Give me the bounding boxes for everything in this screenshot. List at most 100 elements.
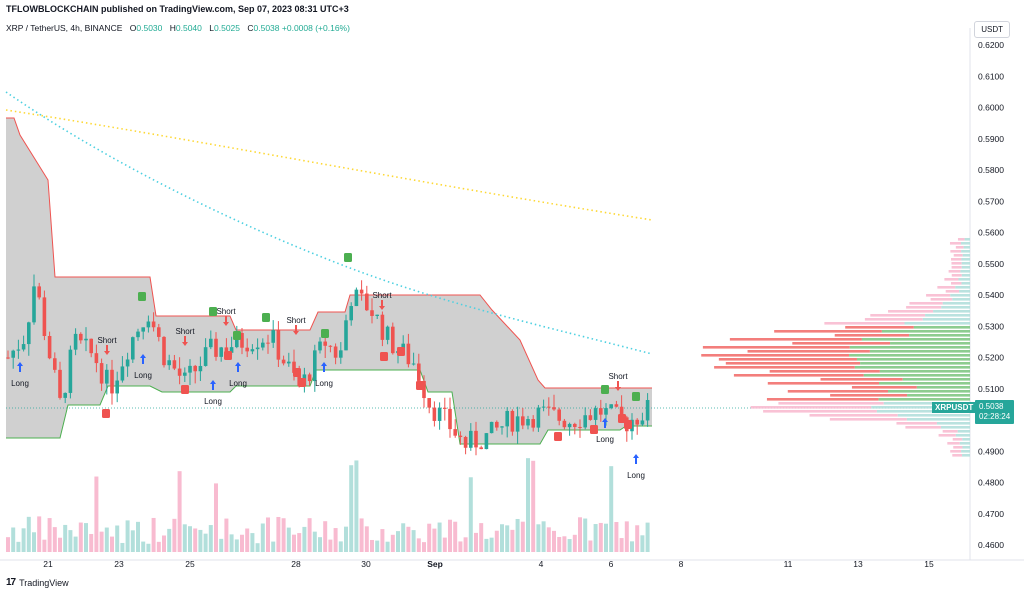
last-price-tag: 0.5038 02:28:24 (975, 400, 1015, 424)
volume-bar (468, 477, 473, 552)
y-tick-label: 0.4900 (978, 446, 1004, 456)
volume-bar (323, 521, 328, 552)
volume-bar (328, 539, 333, 552)
volume-profile-up-bar (897, 414, 970, 417)
volume-bar (442, 537, 447, 552)
volume-bar (89, 533, 94, 552)
volume-bar (338, 541, 343, 552)
volume-bar (593, 524, 598, 552)
volume-profile-up-bar (961, 250, 970, 253)
currency-button[interactable]: USDT (974, 21, 1010, 38)
close-label: C (247, 23, 254, 33)
volume-profile-down-bar (718, 358, 857, 361)
volume-profile-up-bar (878, 398, 970, 401)
close-value: 0.5038 (253, 23, 280, 33)
candle-body (261, 342, 265, 348)
symbol-legend: XRP / TetherUS, 4h, BINANCE O0.5030 H0.5… (6, 23, 350, 33)
tradingview-logo-icon: 17 (6, 577, 16, 588)
candle-body (422, 380, 426, 399)
candle-body (432, 407, 437, 421)
candle-body (21, 344, 26, 350)
candle-body (172, 360, 177, 369)
candle-body (68, 349, 73, 393)
volume-bar (120, 542, 125, 552)
buy-signal-icon (344, 253, 352, 262)
y-tick-label: 0.6100 (978, 71, 1004, 81)
candle-body (505, 410, 509, 427)
volume-profile-down-bar (950, 258, 962, 261)
candle-body (120, 366, 125, 381)
volume-profile-up-bar (959, 290, 970, 293)
ma-slow-line (5, 109, 653, 221)
volume-bar (245, 528, 250, 552)
candle-body (151, 321, 156, 328)
volume-bar (588, 540, 593, 552)
volume-bar (63, 524, 68, 552)
candle-body (344, 320, 348, 351)
candle-body (417, 363, 421, 381)
candle-body (167, 360, 171, 366)
volume-bar (635, 525, 640, 552)
volume-profile-up-bar (860, 362, 970, 365)
volume-profile-up-bar (961, 266, 970, 269)
volume-bar (546, 527, 551, 552)
volume-profile-down-bar (733, 374, 864, 377)
volume-bar (292, 534, 296, 552)
buy-signal-icon (321, 329, 329, 338)
candle-body (583, 415, 587, 428)
candle-body (354, 289, 359, 307)
candle-body (281, 359, 286, 364)
volume-bar (432, 528, 437, 552)
volume-bar (448, 519, 452, 552)
volume-bar (58, 537, 62, 552)
volume-profile-up-bar (960, 270, 970, 273)
high-label: H (169, 23, 176, 33)
volume-bar (42, 539, 47, 552)
volume-profile-up-bar (861, 338, 970, 341)
candle-body (99, 363, 104, 384)
volume-bar (437, 522, 442, 552)
volume-bar (219, 538, 224, 552)
symbol-price-label: XRPUSDT (932, 402, 977, 413)
candle-body (47, 335, 52, 359)
volume-profile-down-bar (767, 382, 880, 385)
candle-body (141, 327, 145, 332)
volume-profile-up-bar (941, 306, 970, 309)
y-tick-label: 0.5200 (978, 353, 1004, 363)
volume-bar (552, 530, 556, 552)
volume-bar (193, 528, 198, 552)
volume-bar (11, 527, 16, 552)
volume-profile-up-bar (881, 330, 970, 333)
candle-body (443, 407, 447, 409)
volume-bar (396, 531, 400, 552)
volume-bar (510, 529, 515, 552)
x-tick-label: 8 (679, 559, 684, 569)
signal-label: Long (204, 397, 222, 406)
sell-signal-icon (181, 385, 189, 394)
candle-body (437, 407, 442, 421)
signal-label: Long (627, 471, 645, 480)
candle-body (599, 408, 603, 415)
volume-profile-down-bar (725, 362, 861, 365)
candle-body (458, 435, 463, 437)
volume-bar (557, 536, 562, 552)
volume-bar (110, 536, 114, 552)
candle-body (463, 436, 468, 448)
volume-profile-down-bar (950, 250, 962, 253)
candle-body (287, 361, 291, 364)
candle-body (385, 326, 390, 340)
volume-bar (255, 543, 260, 552)
volume-profile-up-bar (879, 370, 970, 373)
volume-profile-down-bar (953, 446, 963, 449)
volume-profile-down-bar (947, 442, 960, 445)
volume-bar (505, 525, 510, 552)
volume-profile-up-bar (906, 418, 970, 421)
volume-profile-up-bar (964, 238, 970, 241)
volume-profile-up-bar (863, 374, 970, 377)
x-tick-label: 30 (361, 559, 371, 569)
volume-bar (411, 530, 416, 552)
volume-bar (151, 517, 156, 552)
candle-body (16, 349, 21, 351)
publisher-line: TFLOWBLOCKCHAIN published on TradingView… (6, 4, 349, 14)
